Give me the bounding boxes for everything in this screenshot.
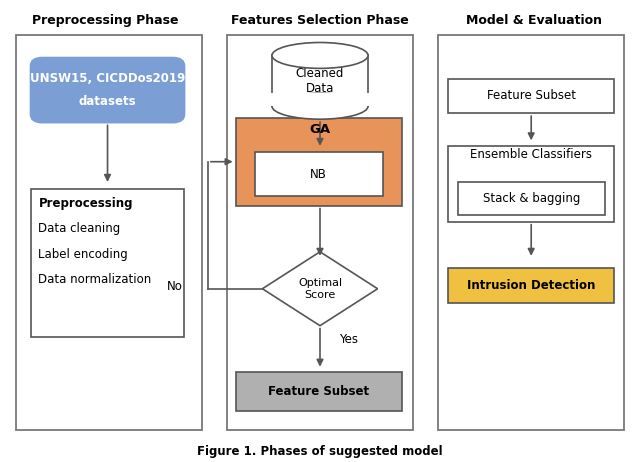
- Text: Figure 1. Phases of suggested model: Figure 1. Phases of suggested model: [197, 445, 443, 458]
- Text: Intrusion Detection: Intrusion Detection: [467, 279, 595, 292]
- Bar: [271, 93, 369, 106]
- Ellipse shape: [272, 43, 368, 68]
- Bar: [31, 189, 184, 337]
- Text: Optimal
Score: Optimal Score: [298, 278, 342, 299]
- Text: datasets: datasets: [79, 95, 136, 108]
- Bar: [272, 55, 368, 106]
- Text: Label encoding: Label encoding: [38, 248, 128, 261]
- Text: No: No: [166, 280, 182, 293]
- Text: Data cleaning: Data cleaning: [38, 222, 121, 235]
- Text: Feature Subset: Feature Subset: [268, 385, 369, 398]
- Bar: [16, 35, 202, 430]
- Bar: [236, 372, 402, 411]
- Bar: [448, 268, 614, 303]
- Bar: [236, 118, 402, 206]
- Text: Model & Evaluation: Model & Evaluation: [467, 14, 602, 27]
- Text: UNSW15, CICDDos2019: UNSW15, CICDDos2019: [30, 72, 185, 85]
- Text: Stack & bagging: Stack & bagging: [483, 192, 580, 205]
- Ellipse shape: [272, 93, 368, 119]
- Bar: [438, 35, 624, 430]
- Text: GA: GA: [309, 123, 331, 136]
- Text: NB: NB: [310, 168, 327, 181]
- Text: Feature Subset: Feature Subset: [486, 89, 576, 103]
- FancyBboxPatch shape: [31, 58, 184, 122]
- Text: Preprocessing: Preprocessing: [38, 197, 133, 210]
- Text: Cleaned
Data: Cleaned Data: [296, 67, 344, 95]
- Bar: [255, 152, 383, 196]
- Text: Yes: Yes: [339, 333, 358, 346]
- Bar: [227, 35, 413, 430]
- Polygon shape: [262, 252, 378, 326]
- Text: Preprocessing Phase: Preprocessing Phase: [33, 14, 179, 27]
- Text: Features Selection Phase: Features Selection Phase: [231, 14, 409, 27]
- Bar: [458, 182, 605, 215]
- Bar: [448, 79, 614, 113]
- Text: Data normalization: Data normalization: [38, 273, 152, 286]
- Bar: [448, 146, 614, 222]
- Text: Ensemble Classifiers: Ensemble Classifiers: [470, 148, 592, 161]
